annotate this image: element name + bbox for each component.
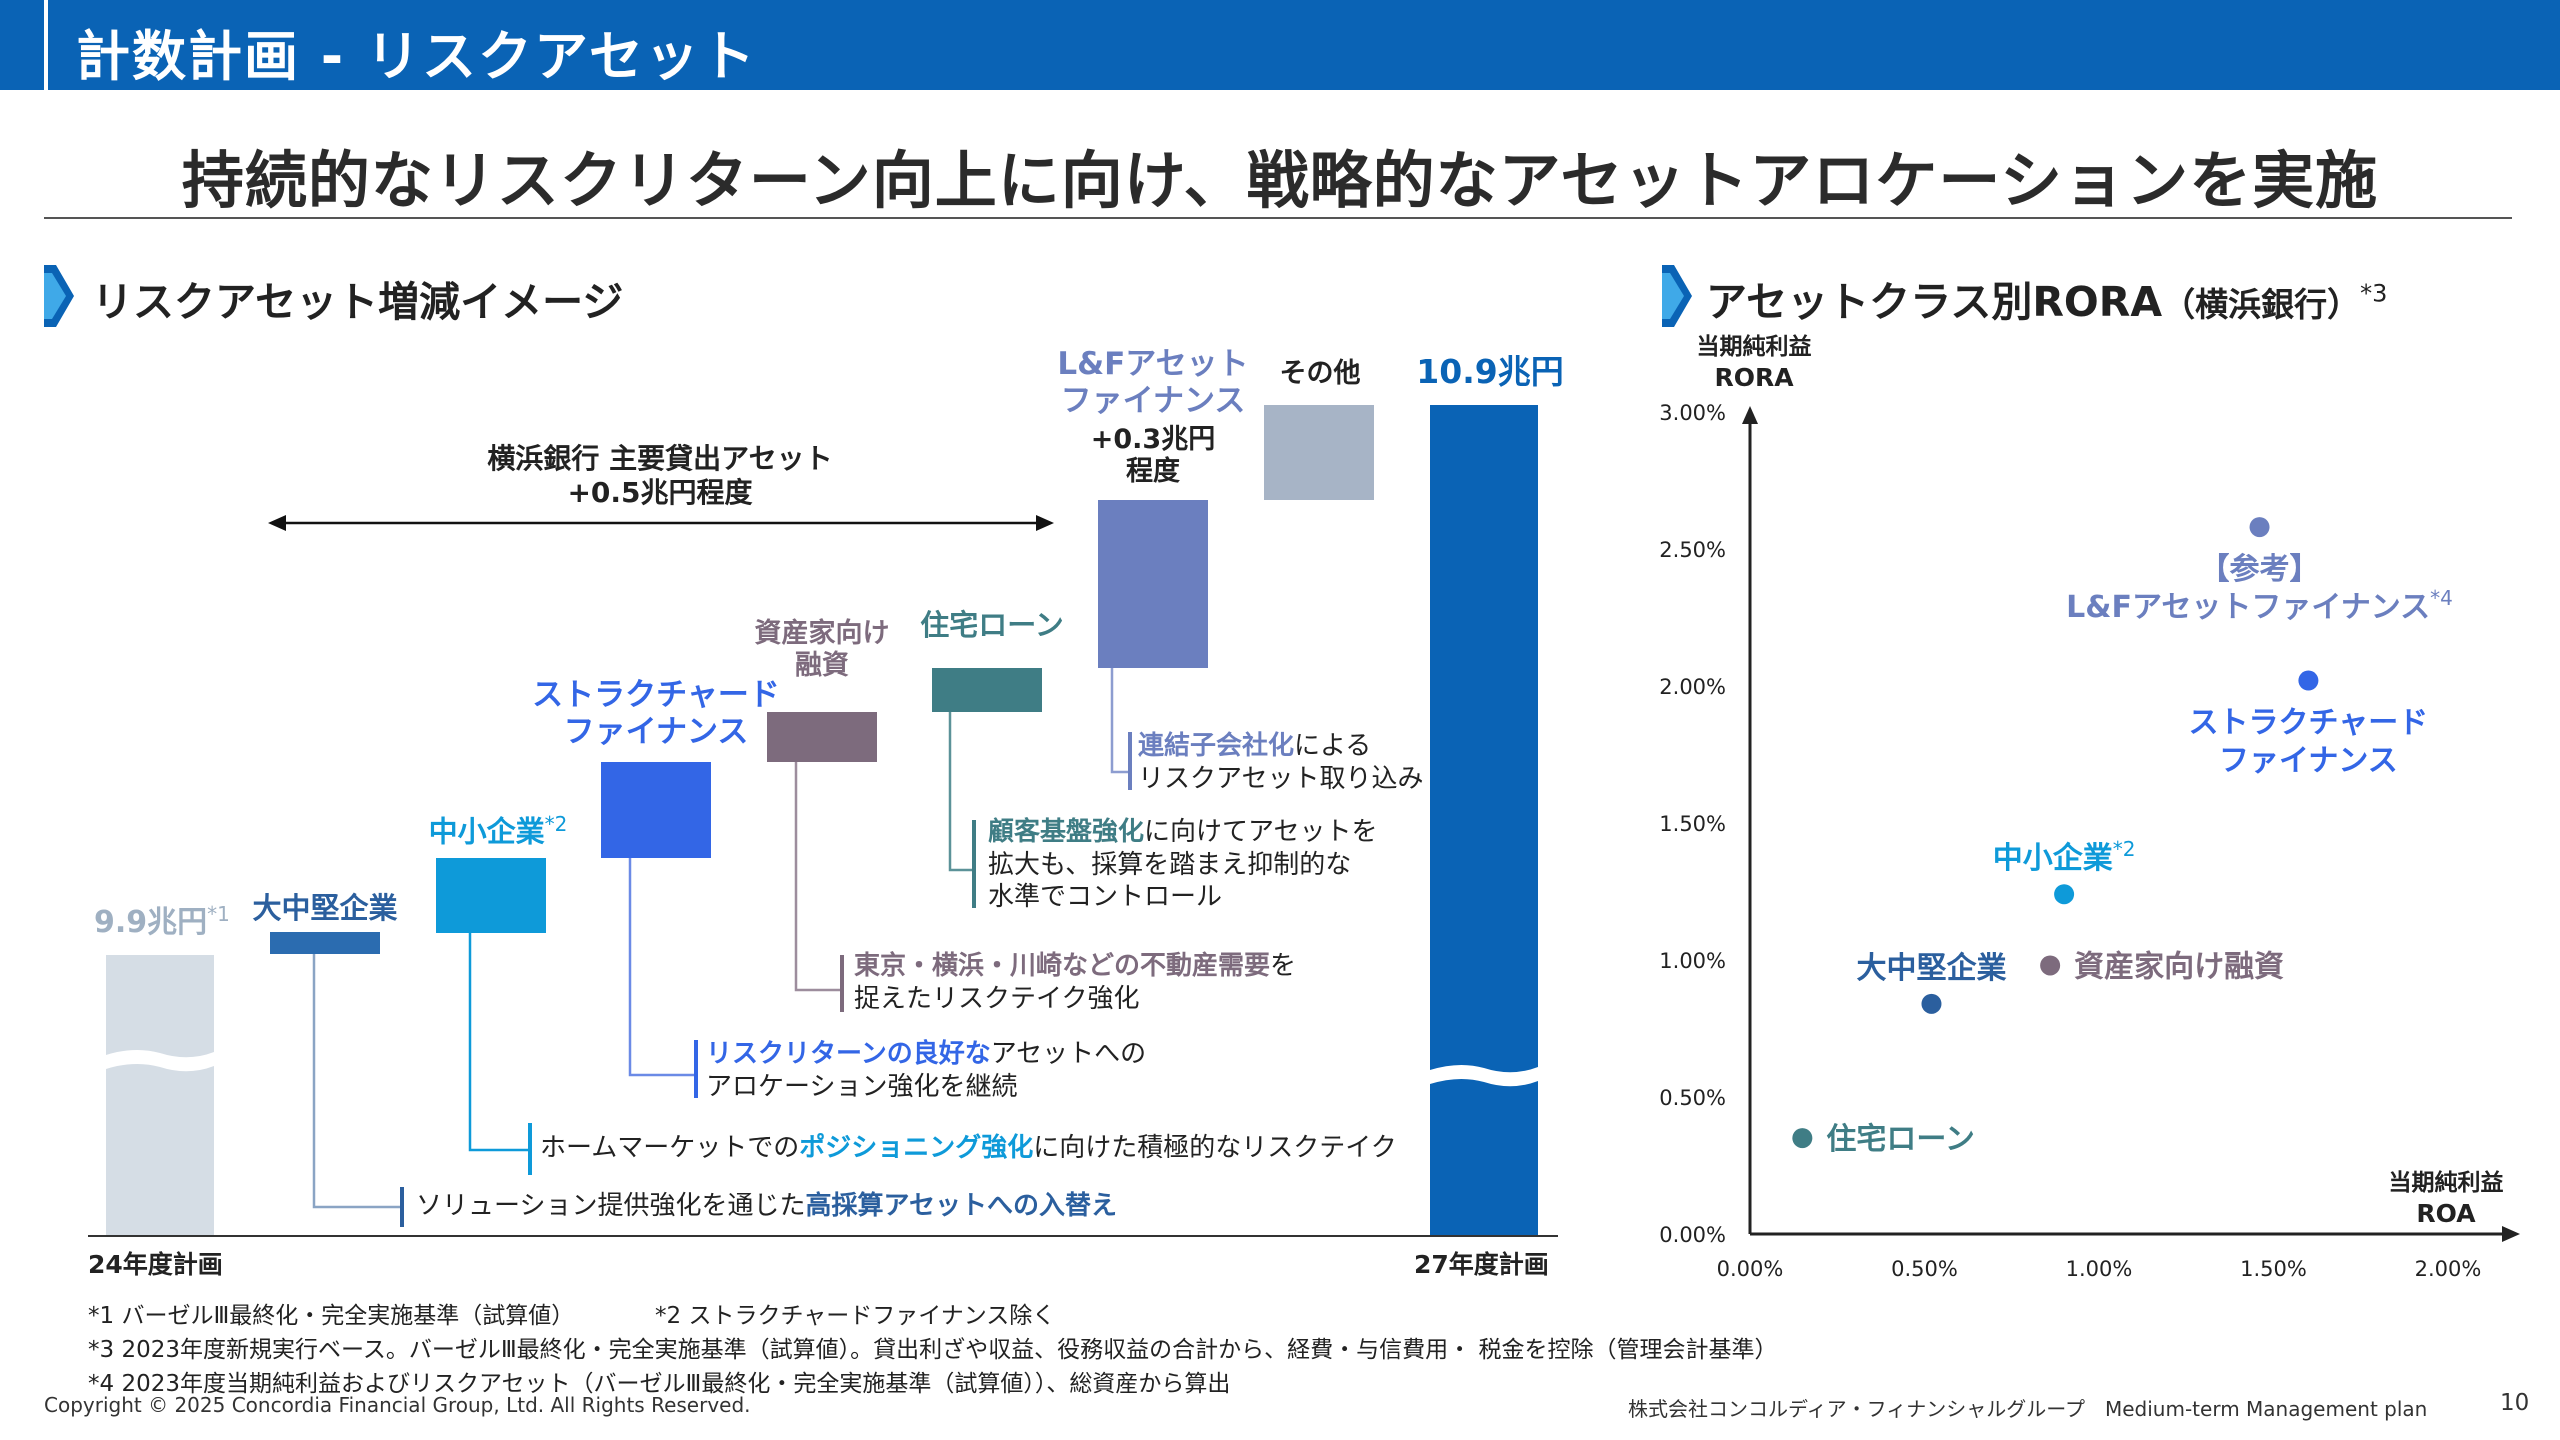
right-title-main: アセットクラス別RORA [1706, 278, 2163, 326]
note-lf: 連結子会社化による リスクアセット取り込み [1138, 731, 1424, 794]
y-tick-label: 2.00% [1659, 675, 1726, 699]
end-axis-label: 27年度計画 [1414, 1250, 1549, 1279]
header-bar: 計数計画 - リスクアセット [0, 0, 2560, 90]
label-large-corporate: 大中堅企業 [252, 891, 398, 925]
right-title-mark: *3 [2360, 279, 2388, 308]
data-point [2054, 884, 2075, 905]
point-label: 【参考】 [2200, 552, 2320, 587]
headline-rule [44, 217, 2512, 219]
connector-lf [1110, 668, 1128, 774]
point-label: 大中堅企業 [1856, 951, 2006, 986]
connector-wealthy-loans [794, 762, 840, 992]
end-bar [1430, 405, 1538, 1235]
x-axis-arrow-icon [2502, 1226, 2520, 1242]
yokohama-main-assets: 横浜銀行 主要貸出アセット +0.5兆円程度 [487, 442, 833, 509]
y-tick-label: 1.00% [1659, 949, 1726, 973]
end-value-label: 10.9兆円 [1416, 352, 1564, 391]
y-axis-label-line1: 当期純利益 [1697, 333, 1812, 360]
bar-lf-asset-finance [1098, 500, 1208, 668]
data-point [2298, 670, 2319, 691]
label-wealthy-loans: 資産家向け 融資 [754, 618, 890, 682]
note-sme: ホームマーケットでのポジショニング強化に向けた積極的なリスクテイク [540, 1133, 1397, 1163]
connector-large-corporate [312, 954, 400, 1209]
section-chevron-icon [44, 265, 74, 327]
y-tick-label: 0.00% [1659, 1223, 1726, 1247]
y-axis-label-line2: RORA [1714, 363, 1794, 392]
end-bar-break [1430, 1064, 1538, 1087]
data-point [1792, 1128, 1813, 1149]
point-label: ストラクチャード [2189, 706, 2429, 741]
bar-sme [436, 858, 546, 933]
label-sme: 中小企業*2 [428, 812, 568, 849]
x-axis-label-line1: 当期純利益 [2389, 1169, 2504, 1196]
page-title: 計数計画 - リスクアセット [76, 25, 757, 88]
header-divider [44, 0, 48, 90]
bar-large-corporate [270, 932, 380, 954]
data-point [2249, 517, 2270, 538]
point-label: ファイナンス [2219, 744, 2398, 779]
y-axis-arrow-icon [1742, 406, 1758, 424]
bar-structured-finance [601, 762, 711, 858]
point-label: 中小企業*2 [1993, 837, 2136, 876]
start-bar-break [106, 1049, 214, 1072]
x-tick-label: 0.00% [1717, 1257, 1784, 1280]
arrow-left-icon [268, 515, 286, 531]
left-section-title: リスクアセット増減イメージ [92, 278, 624, 326]
x-axis-label-line2: ROA [2416, 1199, 2476, 1228]
bar-wealthy-loans [767, 712, 877, 762]
y-tick-label: 0.50% [1659, 1086, 1726, 1110]
point-label: L&Fアセットファイナンス*4 [2066, 586, 2453, 625]
connector-sme [468, 933, 528, 1152]
company-name: 株式会社コンコルディア・フィナンシャルグループ Medium-term Mana… [1628, 1397, 2428, 1421]
x-tick-label: 0.50% [1891, 1257, 1958, 1280]
footnote-3: *3 2023年度新規実行ベース。バーゼルⅢ最終化・完全実施基準（試算値）。貸出… [88, 1337, 1778, 1363]
start-axis-label: 24年度計画 [88, 1250, 223, 1279]
label-housing-loan: 住宅ローン [920, 608, 1064, 642]
connector-housing-loan [948, 712, 972, 872]
y-tick-label: 1.50% [1659, 812, 1726, 836]
x-tick-label: 1.00% [2066, 1257, 2133, 1280]
right-section-title: アセットクラス別RORA（横浜銀行）*3 [1706, 268, 2387, 328]
point-label: 資産家向け融資 [2074, 949, 2284, 984]
label-other: その他 [1279, 358, 1361, 389]
point-label: 住宅ローン [1826, 1122, 1975, 1157]
data-point [1921, 993, 1942, 1014]
right-title-sub: （横浜銀行） [2162, 285, 2361, 324]
note-housing-loan: 顧客基盤強化に向けてアセットを 拡大も、採算を踏まえ抑制的な 水準でコントロール [988, 817, 1378, 912]
data-point [2040, 955, 2061, 976]
bar-other [1264, 405, 1374, 500]
arrow-right-icon [1036, 515, 1054, 531]
rora-scatter-chart: 当期純利益 RORA 当期純利益 ROA 0.00% 0.50% 1.00% 1.50… [1659, 333, 2520, 1280]
copyright: Copyright © 2025 Concordia Financial Gro… [44, 1393, 751, 1417]
note-wealthy-loans: 東京・横浜・川崎などの不動産需要を 捉えたリスクテイク強化 [854, 951, 1297, 1014]
section-chevron-icon [1662, 265, 1692, 327]
connector-structured-finance [628, 858, 694, 1077]
footnote-4: *4 2023年度当期純利益およびリスクアセット（バーゼルⅢ最終化・完全実施基準… [88, 1371, 1231, 1397]
y-tick-label: 3.00% [1659, 401, 1726, 425]
bar-housing-loan [932, 668, 1042, 712]
x-tick-label: 1.50% [2240, 1257, 2307, 1280]
label-structured-finance: ストラクチャード ファイナンス [532, 677, 780, 751]
start-value-label: 9.9兆円*1 [94, 902, 230, 940]
headline: 持続的なリスクリターン向上に向け、戦略的なアセットアロケーションを実施 [181, 144, 2379, 217]
x-tick-label: 2.00% [2415, 1257, 2482, 1280]
footnote-1: *1 バーゼルⅢ最終化・完全実施基準（試算値） [88, 1303, 575, 1329]
label-lf-amount: +0.3兆円 程度 [1090, 424, 1216, 488]
label-lf-asset-finance: L&Fアセット ファイナンス [1057, 346, 1249, 420]
start-bar [106, 955, 214, 1235]
footnote-2: *2 ストラクチャードファイナンス除く [655, 1303, 1056, 1329]
y-tick-label: 2.50% [1659, 538, 1726, 562]
note-structured-finance: リスクリターンの良好なアセットへの アロケーション強化を継続 [706, 1039, 1147, 1102]
note-large-corporate: ソリューション提供強化を通じた高採算アセットへの入替え [416, 1191, 1117, 1221]
waterfall-chart [88, 405, 1558, 1237]
page-number: 10 [2500, 1390, 2530, 1416]
